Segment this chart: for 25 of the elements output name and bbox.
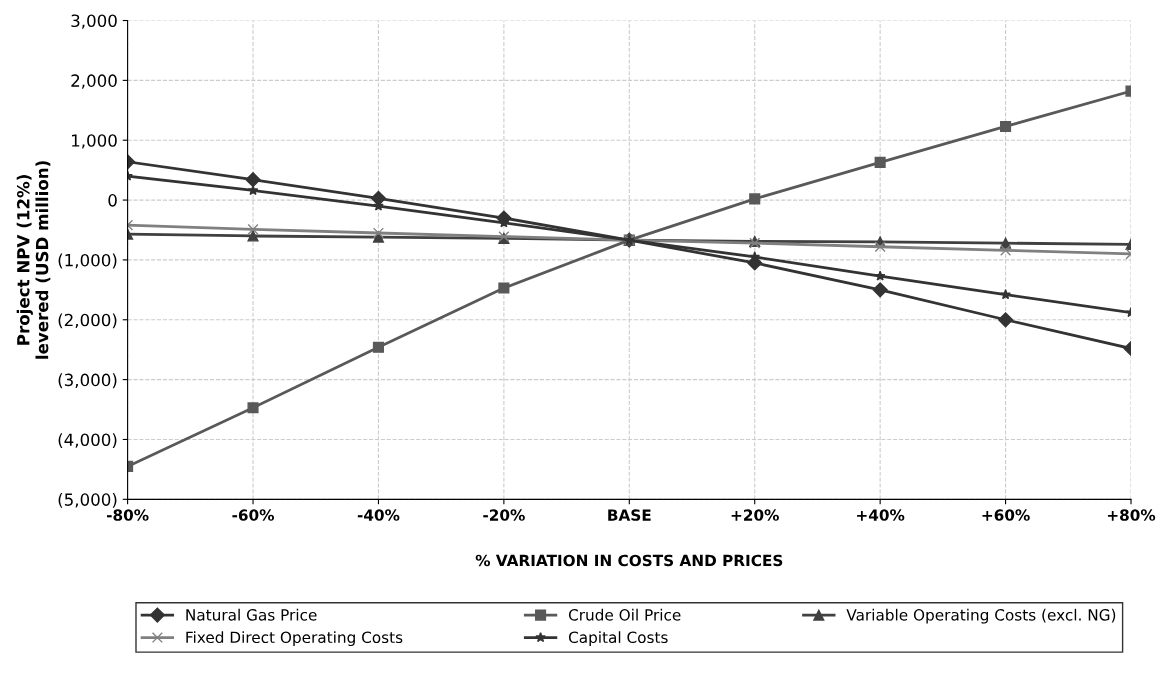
x-tick-label: +40%	[857, 509, 905, 521]
y-tick-label: (1,000)	[58, 253, 117, 269]
legend-label: Crude Oil Price	[568, 608, 681, 621]
y-tick-label: (4,000)	[58, 433, 117, 448]
x-tick-label: -40%	[357, 509, 400, 521]
x-tick-label: -60%	[232, 509, 274, 521]
x-tick-label: BASE	[608, 509, 651, 521]
legend-label: Fixed Direct Operating Costs	[186, 631, 403, 647]
y-tick-label: (2,000)	[58, 313, 117, 329]
x-tick-label: +60%	[982, 509, 1030, 521]
y-tick-label: 1,000	[71, 134, 117, 149]
legend-label: Variable Operating Costs (excl. NG)	[846, 608, 1116, 624]
x-tick-label: +20%	[731, 509, 779, 521]
x-tick-label: -80%	[106, 509, 149, 521]
y-axis-title: Project NPV (12%) levered (USD million)	[16, 161, 51, 359]
legend-label: Natural Gas Price	[186, 608, 317, 621]
y-tick-label: (3,000)	[58, 373, 117, 389]
x-tick-label: -20%	[483, 509, 525, 521]
y-tick-label: 0	[108, 194, 117, 207]
legend-label: Capital Costs	[568, 631, 668, 647]
y-tick-label: 2,000	[71, 74, 117, 89]
x-tick-label: +80%	[1107, 509, 1156, 521]
x-axis-title: % VARIATION IN COSTS AND PRICES	[475, 554, 783, 567]
y-tick-label: 3,000	[71, 14, 117, 29]
y-tick-label: (5,000)	[58, 493, 117, 508]
